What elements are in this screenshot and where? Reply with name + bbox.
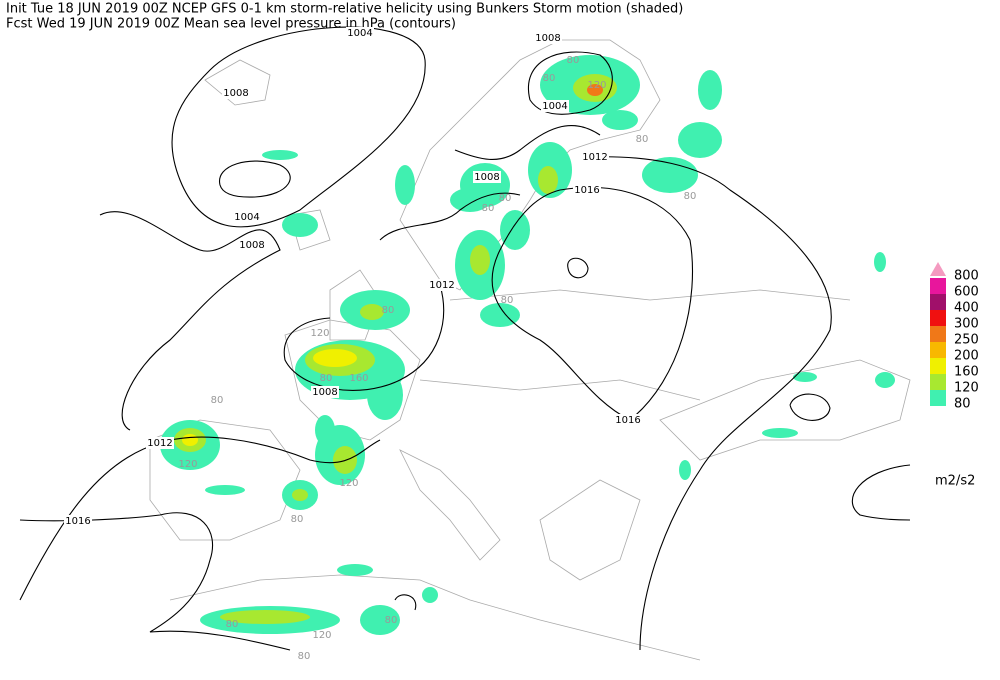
labels: 1004 1008 1008 1004 1012 1008 1016 1004 1008 1012… xyxy=(64,27,696,662)
shade-label: 80 xyxy=(482,203,495,214)
shade-label: 120 xyxy=(339,478,358,489)
legend-label: 600 xyxy=(954,285,979,300)
shade-label: 120 xyxy=(310,328,329,339)
contour-label-bg xyxy=(346,27,374,39)
shade-label: 80 xyxy=(382,305,395,316)
shade-label: 80 xyxy=(298,651,311,662)
legend-swatch xyxy=(930,310,946,326)
contour-label-bg xyxy=(238,239,266,251)
contour-label: 1012 xyxy=(429,280,454,291)
contour-label: 1008 xyxy=(223,88,248,99)
shade-label: 80 xyxy=(684,191,697,202)
contour-label-bg xyxy=(146,437,174,449)
legend-label: 200 xyxy=(954,349,979,364)
contour-label-bg xyxy=(473,171,501,183)
legend-label: 80 xyxy=(954,397,971,412)
legend-label: 400 xyxy=(954,301,979,316)
legend-label: 160 xyxy=(954,365,979,380)
contour-label: 1004 xyxy=(542,101,567,112)
shade-label: 80 xyxy=(499,193,512,204)
header-line: Fcst Wed 19 JUN 2019 00Z Mean sea level … xyxy=(6,17,456,32)
contour-label: 1004 xyxy=(234,212,259,223)
shade-label: 80 xyxy=(385,615,398,626)
legend-unit: m2/s2 xyxy=(935,474,975,489)
shade-label: 80 xyxy=(291,514,304,525)
legend-label: 120 xyxy=(954,381,979,396)
contour-label-bg xyxy=(534,32,562,44)
contour-label-bg xyxy=(233,211,261,223)
legend-label: 250 xyxy=(954,333,979,348)
contour-label: 1016 xyxy=(65,516,90,527)
coastlines xyxy=(149,39,911,661)
header-line: Init Tue 18 JUN 2019 00Z NCEP GFS 0-1 km… xyxy=(6,2,683,17)
contour-label: 1016 xyxy=(615,415,640,426)
contour-label: 1004 xyxy=(347,28,372,39)
contour-label: 1012 xyxy=(147,438,172,449)
legend-swatch xyxy=(930,294,946,310)
legend-swatch xyxy=(930,278,946,294)
contour-label-bg xyxy=(428,279,456,291)
legend-swatch xyxy=(930,374,946,390)
legend-swatch xyxy=(930,342,946,358)
contour-label-bg xyxy=(614,414,642,426)
legend-label: 800 xyxy=(954,269,979,284)
shade-label: 80 xyxy=(543,73,556,84)
shade-label: 80 xyxy=(567,55,580,66)
shade-label: 80 xyxy=(501,295,514,306)
shade-label: 80 xyxy=(211,395,224,406)
legend-swatch xyxy=(930,262,946,276)
contour-label-bg xyxy=(581,151,609,163)
contour-label: 1012 xyxy=(582,152,607,163)
contour-label: 1008 xyxy=(535,33,560,44)
contour-label-bg xyxy=(64,515,92,527)
contour-label: 1016 xyxy=(574,185,599,196)
contour-label-bg xyxy=(222,87,250,99)
legend-label: 300 xyxy=(954,317,979,332)
shade-label: 160 xyxy=(349,373,368,384)
contour-label: 1008 xyxy=(239,240,264,251)
shade-label: 80 xyxy=(226,619,239,630)
shade-label: 120 xyxy=(587,80,606,91)
contour-label-bg xyxy=(573,184,601,196)
contour-label: 1008 xyxy=(312,387,337,398)
contour-label-bg xyxy=(311,386,339,398)
contour-label-bg xyxy=(541,100,569,112)
shade-label: 120 xyxy=(312,630,331,641)
shade-label: 80 xyxy=(636,134,649,145)
legend-swatch xyxy=(930,326,946,342)
legend-swatch xyxy=(930,390,946,406)
legend-swatch xyxy=(930,358,946,374)
helicity-shading xyxy=(160,55,895,635)
shade-label: 120 xyxy=(178,459,197,470)
contour-label: 1008 xyxy=(474,172,499,183)
shade-label: 80 xyxy=(320,373,333,384)
